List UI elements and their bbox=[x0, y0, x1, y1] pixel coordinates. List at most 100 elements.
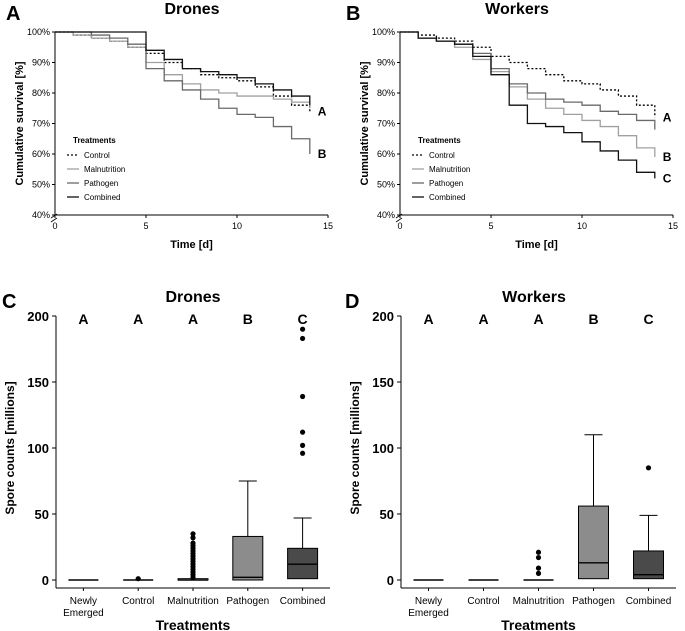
y-tick-label: 100 bbox=[372, 441, 394, 456]
x-category-line: Pathogen bbox=[226, 596, 269, 607]
x-axis-title: Time [d] bbox=[515, 239, 558, 251]
axis-break-mark bbox=[50, 213, 58, 223]
x-tick-label: 5 bbox=[143, 221, 148, 231]
series-line-malnutrition bbox=[55, 31, 311, 109]
x-tick-label: 0 bbox=[397, 221, 402, 231]
x-category-label: Combined bbox=[626, 596, 672, 607]
x-tick-label: 5 bbox=[488, 221, 493, 231]
significance-letter: C bbox=[643, 311, 653, 327]
y-tick-label: 80% bbox=[32, 88, 50, 98]
significance-letter: B bbox=[243, 311, 253, 327]
panel-letter: C bbox=[2, 291, 16, 313]
x-category-line: Malnutrition bbox=[167, 596, 219, 607]
y-tick-label: 150 bbox=[27, 375, 49, 390]
x-category-label: Malnutrition bbox=[167, 596, 219, 607]
series-line-pathogen bbox=[55, 31, 311, 154]
x-axis-title: Time [d] bbox=[170, 239, 213, 251]
x-category-line: Newly bbox=[415, 596, 442, 607]
group-letter: C bbox=[663, 171, 672, 185]
legend-item-label: Combined bbox=[429, 193, 465, 202]
significance-letter: A bbox=[533, 311, 543, 327]
x-category-label: Newly Emerged bbox=[408, 596, 449, 619]
group-letter: B bbox=[663, 150, 672, 164]
y-tick-label: 70% bbox=[32, 119, 50, 129]
y-tick-label: 50 bbox=[380, 507, 394, 522]
significance-letter: A bbox=[133, 311, 143, 327]
group-letter: B bbox=[318, 147, 327, 161]
y-tick-label: 90% bbox=[32, 58, 50, 68]
x-category-line: Combined bbox=[626, 596, 672, 607]
outlier-point bbox=[300, 429, 306, 435]
y-tick-label: 70% bbox=[377, 119, 395, 129]
y-tick-label: 50 bbox=[35, 507, 49, 522]
chart-title: Drones bbox=[164, 1, 219, 18]
legend-item-label: Control bbox=[84, 151, 110, 160]
legend-item-label: Malnutrition bbox=[84, 165, 125, 174]
y-tick-label: 80% bbox=[377, 88, 395, 98]
legend-item-label: Combined bbox=[84, 193, 120, 202]
x-category-line: Newly bbox=[70, 596, 97, 607]
x-tick-label: 10 bbox=[577, 221, 587, 231]
series-line-control bbox=[55, 31, 311, 112]
x-category-label: Combined bbox=[280, 596, 326, 607]
outlier-point bbox=[135, 576, 141, 582]
outlier-point bbox=[300, 335, 306, 342]
significance-letter: A bbox=[78, 311, 88, 327]
legend-item-label: Pathogen bbox=[84, 179, 118, 188]
outlier-point bbox=[535, 554, 542, 561]
legend-title: Treatments bbox=[418, 136, 461, 145]
axis-break-mark bbox=[395, 213, 403, 223]
x-category-line: Control bbox=[122, 596, 154, 607]
x-category-line: Malnutrition bbox=[513, 596, 565, 607]
significance-letter: A bbox=[423, 311, 433, 327]
outlier-point bbox=[535, 565, 542, 571]
outlier-point bbox=[645, 465, 652, 471]
outlier-point bbox=[190, 540, 196, 546]
x-tick-label: 0 bbox=[52, 221, 57, 231]
x-category-line: Emerged bbox=[63, 608, 104, 619]
significance-letter: B bbox=[588, 311, 598, 327]
y-tick-label: 40% bbox=[32, 210, 50, 220]
x-category-label: Control bbox=[122, 596, 154, 607]
y-tick-label: 50% bbox=[32, 180, 50, 190]
y-tick-label: 40% bbox=[377, 210, 395, 220]
outlier-point bbox=[300, 450, 306, 456]
box bbox=[232, 535, 264, 581]
boxplot-panel-c: C Drones 0 50 100 150 200 Spore counts [million… bbox=[2, 289, 330, 631]
significance-letter: C bbox=[298, 311, 308, 327]
legend-item-label: Pathogen bbox=[429, 179, 463, 188]
x-category-line: Combined bbox=[280, 596, 326, 607]
outlier-point bbox=[535, 570, 542, 577]
legend-item-label: Control bbox=[429, 151, 455, 160]
y-tick-label: 200 bbox=[27, 309, 49, 324]
outlier-point bbox=[190, 531, 196, 537]
x-tick-label: 15 bbox=[323, 221, 333, 231]
outlier-point bbox=[300, 393, 306, 400]
legend-item-label: Malnutrition bbox=[429, 165, 470, 174]
group-letter: A bbox=[663, 110, 672, 124]
y-tick-label: 50% bbox=[377, 180, 395, 190]
y-tick-label: 0 bbox=[42, 573, 49, 588]
y-axis-title: Spore counts [millions] bbox=[3, 381, 17, 514]
x-category-label: Control bbox=[467, 596, 499, 607]
x-axis-title: Treatments bbox=[501, 617, 576, 631]
outlier-point bbox=[300, 326, 306, 332]
panel-letter: B bbox=[346, 3, 360, 25]
series-line-combined bbox=[55, 31, 311, 106]
x-category-label: Pathogen bbox=[572, 596, 615, 607]
series-line-control bbox=[400, 31, 656, 118]
outlier-point bbox=[190, 535, 196, 541]
y-tick-label: 200 bbox=[372, 309, 394, 324]
legend-title: Treatments bbox=[73, 136, 116, 145]
y-axis-title: Cumulative survival [%] bbox=[14, 61, 26, 185]
x-category-label: Pathogen bbox=[226, 596, 269, 607]
chart-title: Drones bbox=[165, 289, 220, 306]
x-category-line: Pathogen bbox=[572, 596, 615, 607]
box bbox=[578, 505, 609, 580]
x-axis-title: Treatments bbox=[156, 617, 231, 631]
y-tick-label: 0 bbox=[387, 573, 394, 588]
significance-letter: A bbox=[188, 311, 198, 327]
y-tick-label: 100 bbox=[27, 441, 49, 456]
y-axis-title: Cumulative survival [%] bbox=[359, 61, 371, 185]
